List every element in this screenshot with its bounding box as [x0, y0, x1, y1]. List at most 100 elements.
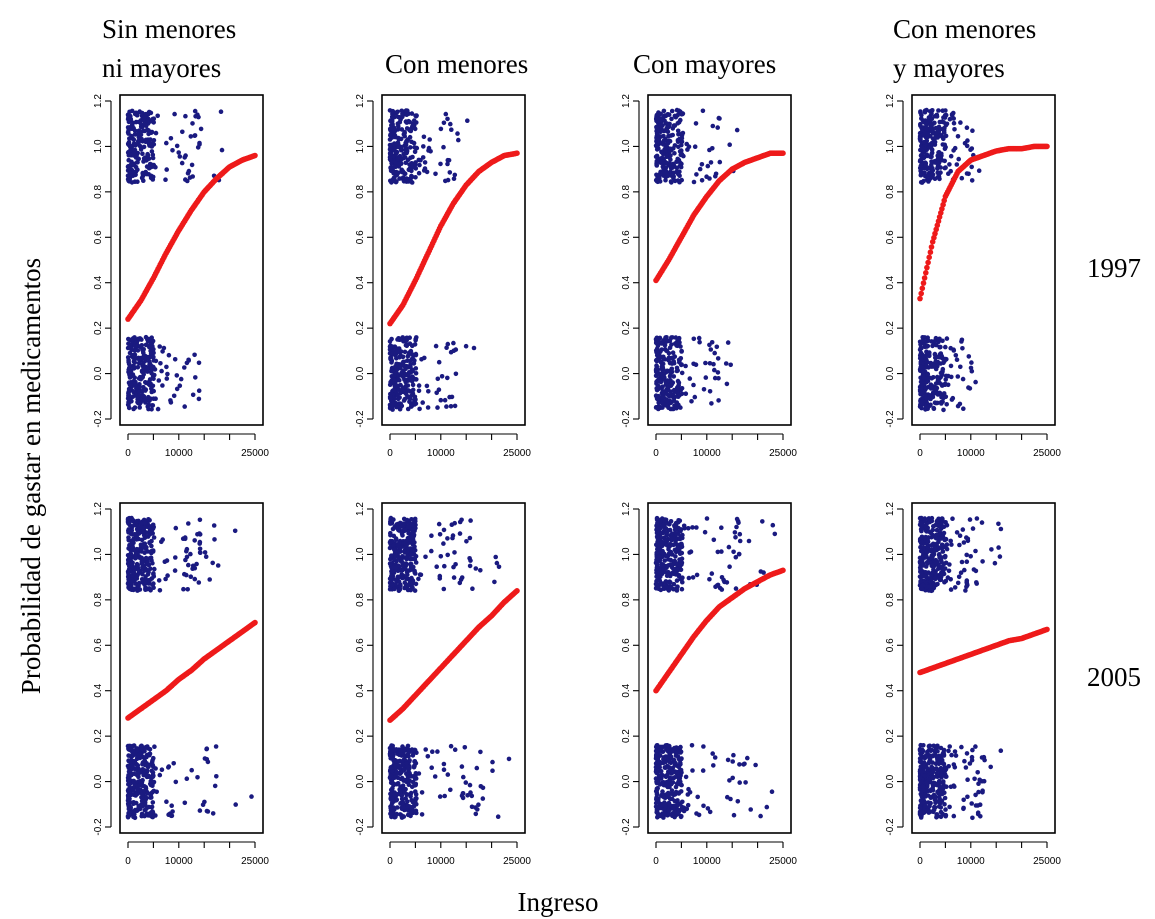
- scatter-point: [660, 164, 666, 169]
- scatter-point: [128, 551, 134, 556]
- scatter-point: [667, 562, 673, 567]
- scatter-point: [719, 549, 724, 554]
- scatter-point: [409, 581, 415, 586]
- scatter-point: [151, 138, 157, 143]
- scatter-point: [149, 805, 154, 810]
- scatter-point: [684, 141, 689, 147]
- scatter-point: [679, 370, 685, 376]
- scatter-point: [125, 396, 131, 401]
- scatter-point: [917, 355, 923, 361]
- scatter-point: [677, 773, 682, 778]
- scatter-point: [399, 108, 405, 114]
- scatter-point: [925, 343, 931, 349]
- scatter-point: [391, 533, 397, 539]
- scatter-point: [673, 760, 678, 766]
- scatter-point: [129, 772, 134, 778]
- scatter-point: [952, 127, 957, 132]
- scatter-point: [142, 582, 147, 587]
- y-tick-label: 0.8: [93, 185, 104, 199]
- scatter-point: [948, 363, 954, 369]
- panel-2: -0.20.00.20.40.60.81.01.20 10000 25000: [355, 94, 531, 459]
- scatter-point: [388, 379, 393, 385]
- y-tick-label: 1.0: [355, 547, 366, 561]
- scatter-point: [192, 538, 197, 543]
- scatter-point: [919, 162, 924, 168]
- scatter-point: [408, 534, 413, 539]
- scatter-point: [176, 150, 181, 155]
- scatter-point: [426, 389, 431, 394]
- scatter-point: [667, 778, 672, 783]
- scatter-point: [678, 152, 684, 158]
- scatter-point: [449, 522, 455, 527]
- scatter-point: [127, 345, 133, 350]
- scatter-point: [134, 142, 139, 147]
- scatter-point: [126, 361, 132, 367]
- curve-point: [252, 619, 258, 626]
- scatter-point: [468, 790, 473, 795]
- scatter-point: [204, 757, 210, 762]
- scatter-point: [177, 383, 183, 389]
- scatter-point: [661, 782, 667, 788]
- scatter-point: [173, 525, 179, 531]
- scatter-point: [144, 773, 150, 778]
- scatter-point: [398, 555, 404, 560]
- scatter-point: [969, 360, 974, 365]
- scatter-point: [410, 548, 416, 553]
- scatter-point: [924, 357, 929, 363]
- scatter-point: [410, 352, 415, 357]
- scatter-point: [137, 374, 143, 380]
- scatter-point: [929, 129, 935, 135]
- scatter-point: [924, 376, 930, 382]
- scatter-point: [679, 386, 685, 391]
- scatter-point: [149, 543, 154, 549]
- scatter-point: [394, 367, 400, 373]
- scatter-point: [131, 389, 137, 395]
- scatter-point: [391, 517, 396, 522]
- scatter-point: [676, 337, 682, 342]
- col-title-2: Con menores: [385, 49, 528, 79]
- y-tick-label: 1.2: [355, 94, 366, 108]
- scatter-point: [664, 530, 670, 535]
- scatter-point: [716, 115, 722, 121]
- scatter-point: [654, 562, 660, 568]
- scatter-point: [686, 786, 691, 792]
- scatter-point: [736, 520, 741, 526]
- scatter-point: [396, 579, 402, 584]
- scatter-point: [134, 522, 139, 528]
- scatter-point: [130, 122, 135, 127]
- scatter-point: [681, 805, 687, 811]
- scatter-point: [402, 170, 407, 176]
- scatter-point: [448, 743, 454, 749]
- scatter-point: [673, 520, 679, 526]
- scatter-point: [668, 173, 673, 178]
- scatter-point: [680, 575, 685, 580]
- scatter-point: [126, 389, 132, 395]
- scatter-point: [211, 523, 217, 528]
- scatter-point: [407, 399, 412, 405]
- scatter-point: [394, 758, 399, 764]
- scatter-point: [388, 178, 393, 184]
- scatter-point: [710, 123, 716, 129]
- scatter-point: [391, 142, 397, 147]
- curve-point: [918, 290, 924, 297]
- scatter-point: [395, 337, 400, 342]
- scatter-point: [670, 335, 675, 340]
- scatter-point: [397, 354, 403, 360]
- scatter-point: [444, 404, 449, 409]
- scatter-point: [168, 136, 174, 141]
- scatter-point: [435, 749, 440, 754]
- scatter-point: [410, 382, 416, 388]
- scatter-point: [143, 388, 148, 393]
- scatter-point: [707, 389, 713, 394]
- scatter-point: [153, 130, 159, 136]
- scatter-point: [419, 790, 425, 795]
- x-tick-label: 10000: [165, 856, 193, 867]
- scatter-point: [656, 764, 662, 769]
- scatter-point: [663, 801, 668, 807]
- scatter-point: [412, 588, 418, 593]
- scatter-point: [445, 772, 451, 777]
- x-tick-label: 0: [125, 856, 131, 867]
- scatter-point: [465, 793, 470, 798]
- y-tick-label: 0.0: [355, 366, 366, 380]
- scatter-point: [660, 789, 665, 794]
